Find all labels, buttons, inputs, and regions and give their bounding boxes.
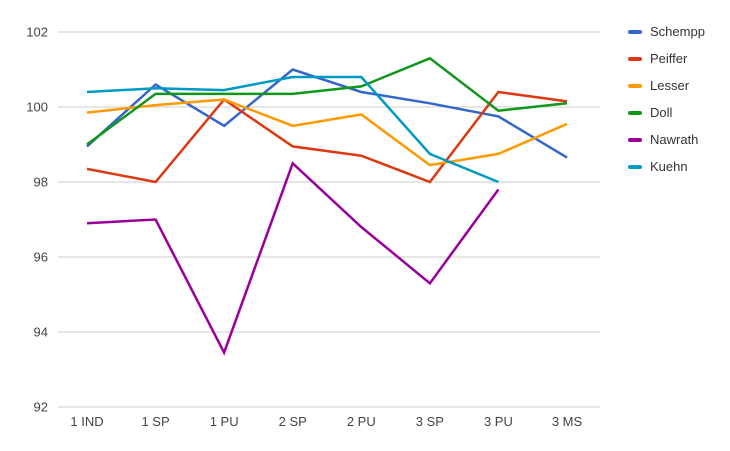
legend-swatch-icon — [628, 164, 642, 169]
y-tick-label: 102 — [26, 25, 48, 40]
y-tick-label: 98 — [34, 175, 48, 190]
legend-label: Schempp — [650, 24, 705, 39]
legend-label: Peiffer — [650, 51, 688, 66]
y-tick-label: 100 — [26, 100, 48, 115]
series-line-peiffer[interactable] — [86, 90, 568, 184]
legend-swatch-icon — [628, 137, 642, 142]
legend-item-doll[interactable]: Doll — [628, 99, 705, 126]
y-tick-label: 94 — [34, 325, 48, 340]
legend-item-nawrath[interactable]: Nawrath — [628, 126, 705, 153]
series-line-kuehn[interactable] — [86, 75, 499, 184]
y-tick-label: 92 — [34, 400, 48, 415]
x-axis-label: 1 IND — [70, 414, 103, 429]
x-axis-label: 3 SP — [416, 414, 444, 429]
x-axis-label: 1 PU — [210, 414, 239, 429]
legend-label: Nawrath — [650, 132, 699, 147]
series-line-lesser[interactable] — [86, 98, 568, 167]
legend-swatch-icon — [628, 56, 642, 61]
legend-item-peiffer[interactable]: Peiffer — [628, 45, 705, 72]
legend-item-kuehn[interactable]: Kuehn — [628, 153, 705, 180]
x-axis-label: 2 SP — [279, 414, 307, 429]
legend-swatch-icon — [628, 110, 642, 115]
x-axis-label: 2 PU — [347, 414, 376, 429]
legend-label: Kuehn — [650, 159, 688, 174]
legend-label: Lesser — [650, 78, 690, 93]
legend: Schempp Peiffer Lesser Doll Nawrath Kueh… — [628, 18, 705, 180]
series-line-schempp[interactable] — [86, 68, 568, 159]
series-line-doll[interactable] — [86, 56, 568, 146]
x-axis-label: 1 SP — [141, 414, 169, 429]
series-line-nawrath[interactable] — [86, 161, 500, 356]
legend-item-lesser[interactable]: Lesser — [628, 72, 705, 99]
x-axis-label: 3 MS — [552, 414, 583, 429]
legend-item-schempp[interactable]: Schempp — [628, 18, 705, 45]
legend-swatch-icon — [628, 29, 642, 34]
x-axis-label: 3 PU — [484, 414, 513, 429]
y-tick-label: 96 — [34, 250, 48, 265]
legend-label: Doll — [650, 105, 673, 120]
legend-swatch-icon — [628, 83, 642, 88]
